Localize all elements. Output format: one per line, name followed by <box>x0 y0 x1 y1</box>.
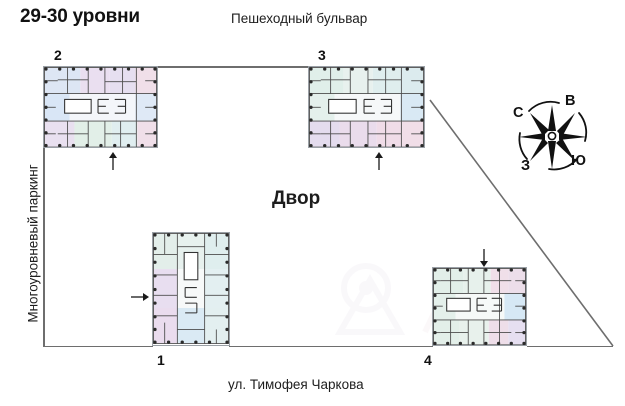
building-footprint-4[interactable] <box>432 267 527 346</box>
building-footprint-1[interactable] <box>152 232 230 346</box>
entrance-arrow-building-4 <box>480 249 488 267</box>
building-footprint-3[interactable] <box>308 66 425 148</box>
entrance-arrow-building-3 <box>375 152 383 170</box>
label-street-timofeya-charkova: ул. Тимофея Чаркова <box>228 377 364 392</box>
building-footprint-2[interactable] <box>43 66 158 148</box>
building-label-4: 4 <box>424 352 432 368</box>
site-boundary-left <box>43 148 45 347</box>
building-2-floorplan <box>44 67 157 147</box>
building-label-3: 3 <box>318 47 326 63</box>
site-boundary-bottom-left <box>43 345 153 348</box>
building-3-floorplan <box>309 67 424 147</box>
entrance-arrow-building-2 <box>109 152 117 170</box>
site-boundary-bottom-right <box>527 345 613 348</box>
site-boundary-top <box>158 66 310 68</box>
building-label-1: 1 <box>157 352 165 368</box>
compass-rose: С В Ю З <box>505 93 601 183</box>
building-4-floorplan <box>433 268 526 345</box>
compass-rose-icon <box>518 100 588 171</box>
label-multilevel-parking: Многоуровневый паркинг <box>25 164 41 323</box>
entrance-arrow-building-1 <box>131 293 149 301</box>
compass-label-north: С <box>513 105 524 121</box>
page-title: 29-30 уровни <box>20 6 140 27</box>
label-courtyard: Двор <box>272 188 321 209</box>
building-1-floorplan <box>153 233 229 345</box>
building-label-2: 2 <box>54 47 62 63</box>
compass-label-south: Ю <box>571 153 586 169</box>
site-boundary-diagonal <box>429 99 614 347</box>
compass-label-east: В <box>565 93 576 109</box>
compass-label-west: З <box>521 158 531 174</box>
label-pedestrian-boulevard: Пешеходный бульвар <box>231 11 368 26</box>
site-boundary-bottom-middle <box>229 345 433 348</box>
